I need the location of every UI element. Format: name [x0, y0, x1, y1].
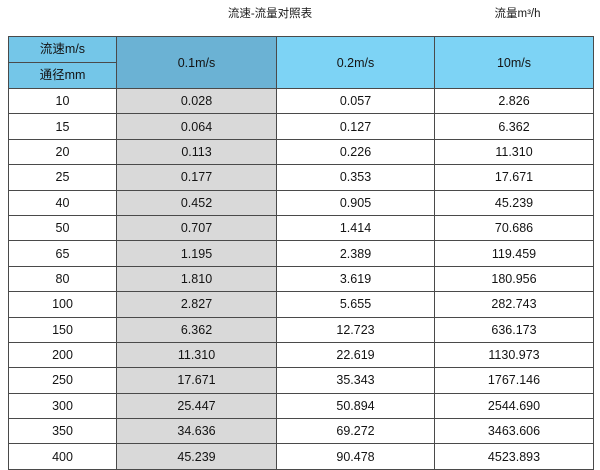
cell-flow-at-0-2-ms: 69.272 [276, 418, 435, 445]
corner-bottom-label: 通径mm [39, 68, 86, 82]
cell-nominal-diameter: 65 [8, 240, 117, 267]
cell-flow-at-10-ms: 1767.146 [434, 367, 594, 394]
table-row: 400 45.239 90.478 4523.893 [8, 443, 594, 470]
column-header-10-ms: 10m/s [434, 36, 594, 89]
cell-nominal-diameter: 200 [8, 341, 117, 369]
table-header-row-bottom: 通径mm [8, 62, 594, 89]
flow-rate-table: 流速m/s 0.1m/s 0.2m/s 10m/s 通径mm 10 0.028 0.… [8, 36, 594, 470]
cell-flow-at-0-1-ms: 2.827 [116, 291, 277, 318]
table-row: 100 2.827 5.655 282.743 [8, 291, 594, 318]
cell-flow-at-0-2-ms: 0.127 [276, 113, 435, 140]
table-row: 10 0.028 0.057 2.826 [8, 87, 594, 115]
cell-nominal-diameter: 25 [8, 164, 117, 191]
table-row: 350 34.636 69.272 3463.606 [8, 418, 594, 445]
cell-flow-at-0-2-ms: 0.057 [276, 87, 435, 115]
cell-flow-at-10-ms: 180.956 [434, 265, 594, 293]
cell-flow-at-10-ms: 70.686 [434, 214, 594, 242]
column-header-0-2-ms: 0.2m/s [276, 36, 435, 89]
cell-flow-at-0-1-ms: 11.310 [116, 341, 277, 369]
cell-flow-at-0-2-ms: 90.478 [276, 443, 435, 470]
cell-flow-at-10-ms: 45.239 [434, 189, 594, 216]
table-row: 80 1.810 3.619 180.956 [8, 265, 594, 293]
table-row: 20 0.113 0.226 11.310 [8, 138, 594, 166]
cell-flow-at-10-ms: 6.362 [434, 113, 594, 140]
cell-flow-at-0-1-ms: 0.452 [116, 189, 277, 216]
cell-nominal-diameter: 350 [8, 418, 117, 445]
cell-nominal-diameter: 100 [8, 291, 117, 318]
table-row: 65 1.195 2.389 119.459 [8, 240, 594, 267]
cell-flow-at-0-2-ms: 12.723 [276, 316, 435, 343]
table-row: 40 0.452 0.905 45.239 [8, 189, 594, 216]
cell-flow-at-0-1-ms: 0.113 [116, 138, 277, 166]
cell-flow-at-0-2-ms: 5.655 [276, 291, 435, 318]
cell-flow-at-0-2-ms: 1.414 [276, 214, 435, 242]
cell-flow-at-0-2-ms: 0.226 [276, 138, 435, 166]
cell-flow-at-10-ms: 282.743 [434, 291, 594, 318]
table-row: 200 11.310 22.619 1130.973 [8, 341, 594, 369]
chart-title-right: 流量m³/h [494, 8, 541, 20]
table-row: 250 17.671 35.343 1767.146 [8, 367, 594, 394]
cell-nominal-diameter: 15 [8, 113, 117, 140]
table-row: 50 0.707 1.414 70.686 [8, 214, 594, 242]
cell-flow-at-10-ms: 3463.606 [434, 418, 594, 445]
cell-flow-at-10-ms: 2544.690 [434, 392, 594, 420]
cell-nominal-diameter: 50 [8, 214, 117, 242]
table-row: 150 6.362 12.723 636.173 [8, 316, 594, 343]
table-row: 15 0.064 0.127 6.362 [8, 113, 594, 140]
flow-rate-table-container: 流速m/s 0.1m/s 0.2m/s 10m/s 通径mm 10 0.028 0.… [8, 36, 594, 470]
cell-flow-at-0-2-ms: 0.905 [276, 189, 435, 216]
cell-flow-at-0-2-ms: 3.619 [276, 265, 435, 293]
table-row: 25 0.177 0.353 17.671 [8, 164, 594, 191]
cell-flow-at-0-2-ms: 35.343 [276, 367, 435, 394]
cell-nominal-diameter: 150 [8, 316, 117, 343]
chart-title-left: 流速-流量对照表 [227, 8, 313, 20]
cell-flow-at-0-1-ms: 1.810 [116, 265, 277, 293]
header-corner-diameter-label: 通径mm [8, 62, 117, 89]
table-row: 300 25.447 50.894 2544.690 [8, 392, 594, 420]
cell-nominal-diameter: 250 [8, 367, 117, 394]
cell-flow-at-0-1-ms: 34.636 [116, 418, 277, 445]
title-bar: 流速-流量对照表 流量m³/h [0, 0, 600, 36]
cell-nominal-diameter: 80 [8, 265, 117, 293]
cell-flow-at-0-1-ms: 0.028 [116, 87, 277, 115]
cell-nominal-diameter: 300 [8, 392, 117, 420]
cell-flow-at-0-1-ms: 0.177 [116, 164, 277, 191]
table-header-row-top: 流速m/s 0.1m/s 0.2m/s 10m/s [8, 36, 594, 89]
cell-flow-at-10-ms: 4523.893 [434, 443, 594, 470]
cell-flow-at-0-2-ms: 22.619 [276, 341, 435, 369]
header-corner-velocity-label: 流速m/s [8, 36, 117, 63]
cell-flow-at-10-ms: 11.310 [434, 138, 594, 166]
cell-flow-at-10-ms: 17.671 [434, 164, 594, 191]
corner-top-label: 流速m/s [39, 42, 86, 56]
column-header-0-1-ms: 0.1m/s [116, 36, 277, 89]
cell-flow-at-0-1-ms: 0.064 [116, 113, 277, 140]
cell-flow-at-0-1-ms: 25.447 [116, 392, 277, 420]
cell-flow-at-10-ms: 2.826 [434, 87, 594, 115]
cell-flow-at-0-1-ms: 1.195 [116, 240, 277, 267]
cell-nominal-diameter: 10 [8, 87, 117, 115]
table-body: 流速m/s 0.1m/s 0.2m/s 10m/s 通径mm 10 0.028 0.… [8, 36, 594, 470]
cell-flow-at-0-1-ms: 6.362 [116, 316, 277, 343]
cell-flow-at-0-2-ms: 0.353 [276, 164, 435, 191]
cell-flow-at-10-ms: 636.173 [434, 316, 594, 343]
cell-nominal-diameter: 20 [8, 138, 117, 166]
cell-nominal-diameter: 40 [8, 189, 117, 216]
cell-flow-at-0-1-ms: 0.707 [116, 214, 277, 242]
cell-flow-at-0-1-ms: 17.671 [116, 367, 277, 394]
cell-flow-at-0-2-ms: 50.894 [276, 392, 435, 420]
cell-flow-at-10-ms: 1130.973 [434, 341, 594, 369]
cell-flow-at-10-ms: 119.459 [434, 240, 594, 267]
cell-flow-at-0-2-ms: 2.389 [276, 240, 435, 267]
